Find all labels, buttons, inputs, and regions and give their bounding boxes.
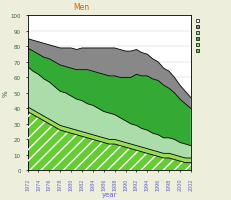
Legend: , , , , , : , , , , , (194, 18, 200, 55)
X-axis label: year: year (101, 191, 116, 197)
Text: Men: Men (73, 3, 89, 12)
Y-axis label: %: % (3, 90, 9, 97)
